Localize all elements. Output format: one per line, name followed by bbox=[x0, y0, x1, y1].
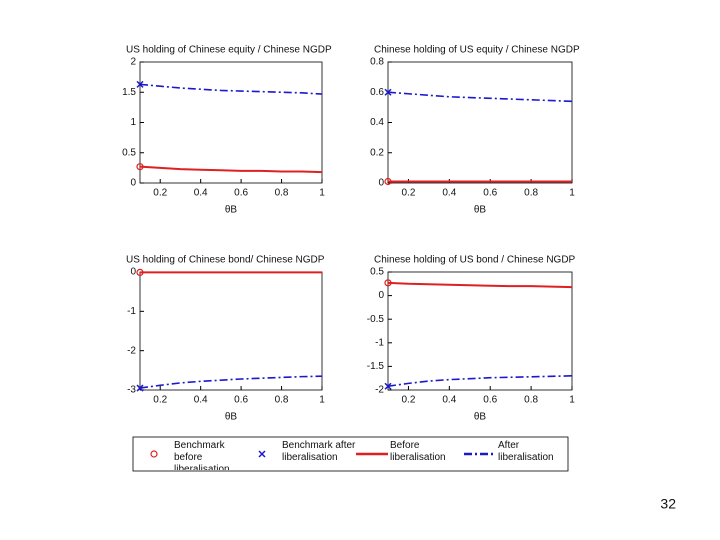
x-axis-label: θB bbox=[474, 205, 487, 216]
x-tick-label: 0.8 bbox=[275, 395, 289, 406]
x-tick-label: 0.8 bbox=[524, 395, 538, 406]
page-number: 32 bbox=[660, 496, 676, 512]
y-tick-label: -1 bbox=[375, 337, 384, 348]
y-tick-label: 1 bbox=[130, 117, 136, 128]
x-tick-label: 0.6 bbox=[483, 188, 497, 199]
legend-label-wrap: Before liberalisation bbox=[390, 440, 446, 463]
chart-title: Chinese holding of US bond / Chinese NGD… bbox=[374, 255, 576, 266]
benchmark-marker bbox=[150, 450, 158, 458]
x-tick-label: 0.4 bbox=[194, 395, 208, 406]
legend-label-wrap: After liberalisation bbox=[498, 440, 554, 463]
axes-box bbox=[387, 61, 573, 184]
x-tick-label: 0.6 bbox=[483, 395, 497, 406]
x-tick-label: 1 bbox=[319, 395, 325, 406]
series-line bbox=[387, 375, 573, 388]
benchmark-marker bbox=[258, 450, 266, 458]
x-tick-label: 1 bbox=[569, 395, 575, 406]
y-tick-label: -2 bbox=[375, 385, 384, 396]
x-tick-label: 0.4 bbox=[194, 188, 208, 199]
y-tick-label: 0 bbox=[130, 178, 136, 189]
y-tick-label: 1.5 bbox=[122, 87, 136, 98]
legend-label-wrap: Benchmark before liberalisation bbox=[174, 440, 230, 470]
y-tick-label: -1 bbox=[127, 306, 136, 317]
y-tick-label: 0.5 bbox=[370, 267, 384, 278]
x-tick-label: 1 bbox=[569, 188, 575, 199]
x-tick-label: 0.8 bbox=[524, 188, 538, 199]
legend: Benchmark before liberalisation Benchmark… bbox=[132, 436, 569, 472]
legend-label: After liberalisation bbox=[498, 440, 554, 463]
y-tick-label: 0.2 bbox=[370, 147, 384, 158]
y-tick-label: 0.5 bbox=[122, 147, 136, 158]
y-tick-label: -1.5 bbox=[367, 361, 385, 372]
legend-label: Benchmark after liberalisation bbox=[282, 440, 356, 463]
legend-box bbox=[132, 436, 569, 472]
x-tick-label: 0.2 bbox=[153, 188, 167, 199]
x-tick-label: 0.8 bbox=[275, 188, 289, 199]
legend-label-wrap: Benchmark after liberalisation bbox=[282, 440, 356, 463]
y-tick-label: 0.8 bbox=[370, 57, 384, 68]
y-tick-label: -0.5 bbox=[367, 314, 385, 325]
axes-box bbox=[139, 61, 323, 184]
series-line bbox=[139, 165, 323, 174]
y-tick-label: -2 bbox=[127, 345, 136, 356]
axes-box bbox=[139, 271, 323, 391]
x-axis-label: θB bbox=[474, 412, 487, 423]
legend-label: Benchmark before liberalisation bbox=[174, 440, 230, 470]
x-tick-label: 0.2 bbox=[401, 395, 415, 406]
x-tick-label: 0.6 bbox=[234, 395, 248, 406]
x-axis-label: θB bbox=[225, 205, 238, 216]
series-line bbox=[139, 83, 323, 95]
x-axis-label: θB bbox=[225, 412, 238, 423]
chart-title: Chinese holding of US equity / Chinese N… bbox=[374, 45, 580, 56]
x-tick-label: 0.4 bbox=[442, 188, 456, 199]
series-line bbox=[387, 281, 573, 289]
y-tick-label: 0 bbox=[378, 290, 384, 301]
x-tick-label: 0.2 bbox=[401, 188, 415, 199]
y-tick-label: -3 bbox=[127, 385, 136, 396]
legend-label: Before liberalisation bbox=[390, 440, 446, 463]
chart-title: US holding of Chinese bond/ Chinese NGDP bbox=[126, 255, 325, 266]
y-tick-label: 0.4 bbox=[370, 117, 384, 128]
x-tick-label: 1 bbox=[319, 188, 325, 199]
y-tick-label: 0 bbox=[378, 178, 384, 189]
series-line bbox=[387, 91, 573, 103]
y-tick-label: 2 bbox=[130, 57, 136, 68]
axes-box bbox=[387, 271, 573, 391]
series-line bbox=[139, 375, 323, 389]
y-tick-label: 0.6 bbox=[370, 87, 384, 98]
x-tick-label: 0.6 bbox=[234, 188, 248, 199]
y-tick-label: 0 bbox=[130, 267, 136, 278]
x-tick-label: 0.4 bbox=[442, 395, 456, 406]
chart-title: US holding of Chinese equity / Chinese N… bbox=[126, 45, 332, 56]
x-tick-label: 0.2 bbox=[153, 395, 167, 406]
